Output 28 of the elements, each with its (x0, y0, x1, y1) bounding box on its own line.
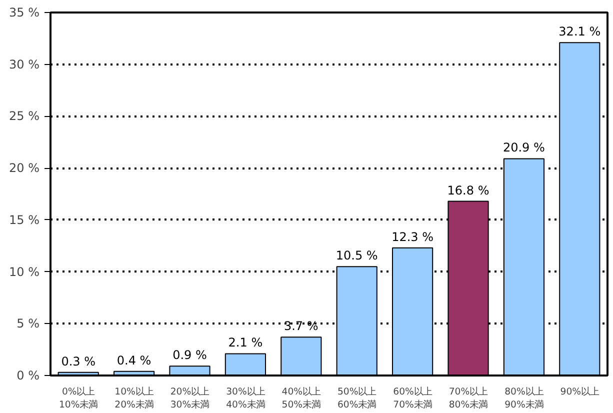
y-tick-label: 15 % (9, 212, 40, 227)
data-label: 10.5 % (336, 248, 378, 263)
y-tick-label: 10 % (9, 264, 40, 279)
y-tick-label: 35 % (9, 6, 40, 20)
data-label: 20.9 % (502, 140, 545, 155)
y-tick-label: 30 % (9, 57, 40, 72)
data-label: 0.3 % (61, 354, 96, 368)
y-tick-label: 20 % (9, 161, 40, 176)
y-tick-label: 5 % (16, 316, 40, 331)
data-label: 16.8 % (447, 183, 490, 198)
x-tick-label: 90%以上 (560, 386, 600, 398)
y-tick-label: 25 % (9, 109, 40, 124)
data-label: 3.7 % (284, 319, 318, 334)
data-label: 2.1 % (228, 336, 263, 350)
x-tick-label: 30%以上 40%未満 (226, 386, 265, 411)
x-tick-label: 10%以上 20%未満 (114, 386, 154, 411)
data-label: 12.3 % (392, 230, 434, 244)
x-tick-label: 70%以上 80%未満 (448, 386, 488, 411)
x-tick-label: 20%以上 30%未満 (170, 386, 210, 411)
x-tick-label: 60%以上 70%未満 (393, 386, 432, 411)
data-label: 0.4 % (116, 353, 152, 368)
data-label: 0.9 % (172, 348, 207, 362)
x-tick-label: 50%以上 60%未満 (337, 386, 376, 411)
data-label: 32.1 % (558, 24, 601, 39)
x-tick-label: 80%以上 90%未満 (504, 386, 544, 411)
x-tick-label: 0%以上 10%未満 (58, 386, 98, 411)
x-tick-label: 40%以上 50%未満 (282, 386, 321, 411)
y-tick-label: 0 % (16, 368, 40, 382)
